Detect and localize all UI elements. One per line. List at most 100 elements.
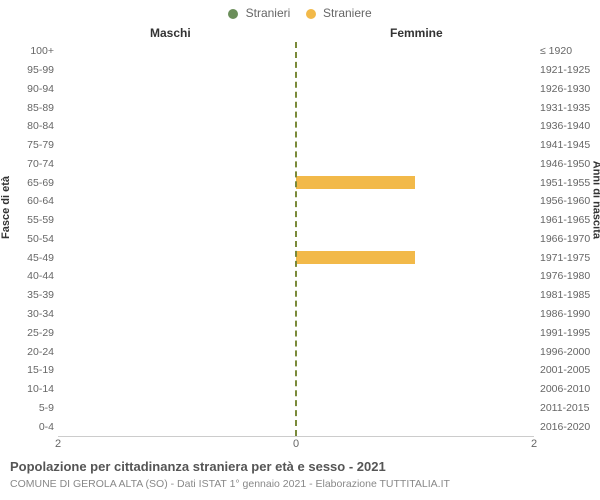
y-tick-birth: 1996-2000 — [540, 342, 598, 361]
legend-dot-male — [228, 9, 238, 19]
bar-female — [296, 251, 415, 264]
bar-row-male — [58, 42, 296, 61]
bar-row-female — [296, 361, 534, 380]
bar-row-male — [58, 98, 296, 117]
bar-row-female — [296, 80, 534, 99]
chart-subtitle: COMUNE DI GEROLA ALTA (SO) - Dati ISTAT … — [10, 478, 450, 490]
y-tick-birth: ≤ 1920 — [540, 42, 598, 61]
bar-row-female — [296, 155, 534, 174]
bar-row-male — [58, 192, 296, 211]
bar-row-female — [296, 42, 534, 61]
legend-item-male: Stranieri — [228, 6, 290, 20]
column-title-left: Maschi — [150, 26, 191, 40]
y-tick-birth: 1946-1950 — [540, 155, 598, 174]
y-tick-age: 35-39 — [4, 286, 54, 305]
bar-row-male — [58, 398, 296, 417]
y-tick-birth: 1941-1945 — [540, 136, 598, 155]
y-tick-birth: 1936-1940 — [540, 117, 598, 136]
bar-row-female — [296, 305, 534, 324]
y-tick-age: 20-24 — [4, 342, 54, 361]
y-tick-age: 25-29 — [4, 323, 54, 342]
legend-label-male: Stranieri — [246, 6, 291, 20]
bar-female — [296, 176, 415, 189]
x-tick: 2 — [55, 438, 61, 450]
bar-row-female — [296, 323, 534, 342]
bar-row-female — [296, 98, 534, 117]
y-tick-age: 75-79 — [4, 136, 54, 155]
y-tick-birth: 2011-2015 — [540, 398, 598, 417]
y-tick-age: 90-94 — [4, 80, 54, 99]
y-tick-age: 70-74 — [4, 155, 54, 174]
bar-row-female — [296, 192, 534, 211]
x-tick: 0 — [293, 438, 299, 450]
bar-row-male — [58, 155, 296, 174]
y-tick-age: 45-49 — [4, 248, 54, 267]
y-tick-birth: 1951-1955 — [540, 173, 598, 192]
y-tick-age: 95-99 — [4, 61, 54, 80]
y-tick-birth: 1961-1965 — [540, 211, 598, 230]
y-tick-birth: 2001-2005 — [540, 361, 598, 380]
y-tick-age: 10-14 — [4, 380, 54, 399]
bar-row-female — [296, 211, 534, 230]
bar-row-male — [58, 117, 296, 136]
bar-row-female — [296, 398, 534, 417]
x-tick: 2 — [531, 438, 537, 450]
center-divider — [295, 42, 297, 436]
bar-row-female — [296, 286, 534, 305]
bar-row-female — [296, 417, 534, 436]
y-tick-birth: 2006-2010 — [540, 380, 598, 399]
bar-row-female — [296, 117, 534, 136]
y-tick-birth: 1981-1985 — [540, 286, 598, 305]
y-tick-age: 100+ — [4, 42, 54, 61]
bar-row-female — [296, 230, 534, 249]
population-pyramid-chart: Stranieri Straniere Maschi Femmine Fasce… — [0, 0, 600, 500]
y-tick-age: 30-34 — [4, 305, 54, 324]
y-tick-birth: 1956-1960 — [540, 192, 598, 211]
bar-row-male — [58, 323, 296, 342]
y-tick-birth: 1976-1980 — [540, 267, 598, 286]
plot-half-female — [296, 42, 534, 436]
plot-half-male — [58, 42, 296, 436]
y-tick-age: 85-89 — [4, 98, 54, 117]
y-tick-birth: 1921-1925 — [540, 61, 598, 80]
bar-row-male — [58, 248, 296, 267]
bar-row-female — [296, 136, 534, 155]
bar-row-female — [296, 380, 534, 399]
column-title-right: Femmine — [390, 26, 443, 40]
bar-row-male — [58, 417, 296, 436]
chart-title: Popolazione per cittadinanza straniera p… — [10, 459, 386, 474]
plot-area — [58, 42, 534, 436]
y-tick-birth: 1986-1990 — [540, 305, 598, 324]
y-tick-birth: 2016-2020 — [540, 417, 598, 436]
y-tick-age: 5-9 — [4, 398, 54, 417]
bar-row-female — [296, 342, 534, 361]
y-tick-birth: 1991-1995 — [540, 323, 598, 342]
legend-item-female: Straniere — [306, 6, 372, 20]
bar-row-male — [58, 61, 296, 80]
y-tick-age: 80-84 — [4, 117, 54, 136]
bar-row-male — [58, 173, 296, 192]
y-tick-birth: 1971-1975 — [540, 248, 598, 267]
legend: Stranieri Straniere — [0, 6, 600, 20]
bar-row-male — [58, 211, 296, 230]
x-axis-baseline — [58, 436, 534, 437]
bar-row-female — [296, 61, 534, 80]
bar-row-male — [58, 230, 296, 249]
bar-row-male — [58, 267, 296, 286]
legend-label-female: Straniere — [323, 6, 372, 20]
y-tick-birth: 1926-1930 — [540, 80, 598, 99]
bar-row-female — [296, 173, 534, 192]
y-tick-age: 60-64 — [4, 192, 54, 211]
bar-row-male — [58, 80, 296, 99]
y-tick-age: 15-19 — [4, 361, 54, 380]
legend-dot-female — [306, 9, 316, 19]
y-tick-age: 55-59 — [4, 211, 54, 230]
y-tick-birth: 1931-1935 — [540, 98, 598, 117]
y-tick-age: 40-44 — [4, 267, 54, 286]
bar-row-male — [58, 380, 296, 399]
bar-row-male — [58, 305, 296, 324]
y-tick-age: 65-69 — [4, 173, 54, 192]
bar-row-male — [58, 136, 296, 155]
y-tick-birth: 1966-1970 — [540, 230, 598, 249]
bar-row-male — [58, 286, 296, 305]
